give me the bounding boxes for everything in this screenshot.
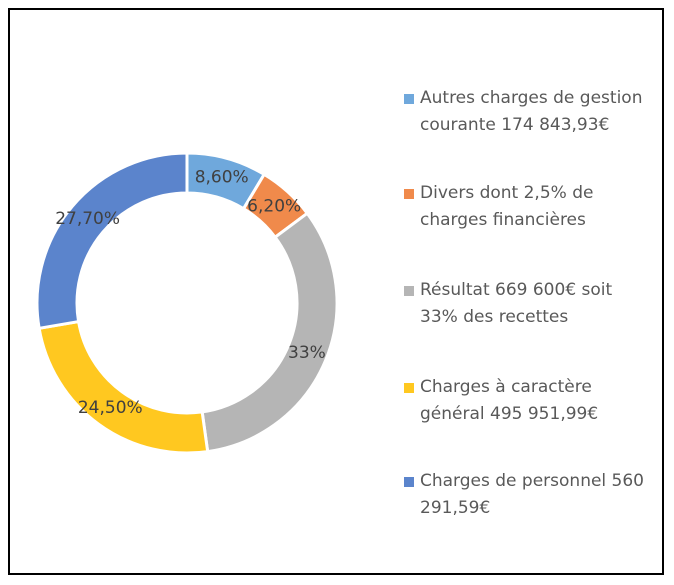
- donut-slice: [200, 211, 339, 454]
- legend-swatch: [404, 94, 414, 104]
- data-label: 24,50%: [78, 398, 143, 418]
- legend-swatch: [404, 383, 414, 393]
- legend-swatch: [404, 189, 414, 199]
- donut-slice: [37, 319, 210, 455]
- data-label: 33%: [288, 343, 326, 363]
- legend-label: Charges de personnel 560 291,59€: [420, 471, 644, 518]
- legend-swatch: [404, 477, 414, 487]
- legend-swatch: [404, 286, 414, 296]
- data-label: 27,70%: [55, 209, 120, 229]
- data-label: 8,60%: [195, 168, 249, 188]
- legend-label: Charges à caractère général 495 951,99€: [420, 377, 599, 424]
- legend-label: Divers dont 2,5% de charges financières: [420, 183, 594, 230]
- data-label: 6,20%: [247, 197, 301, 217]
- legend-label: Autres charges de gestion courante 174 8…: [420, 88, 643, 135]
- donut-slice: [35, 151, 189, 331]
- legend-label: Résultat 669 600€ soit 33% des recettes: [420, 280, 613, 327]
